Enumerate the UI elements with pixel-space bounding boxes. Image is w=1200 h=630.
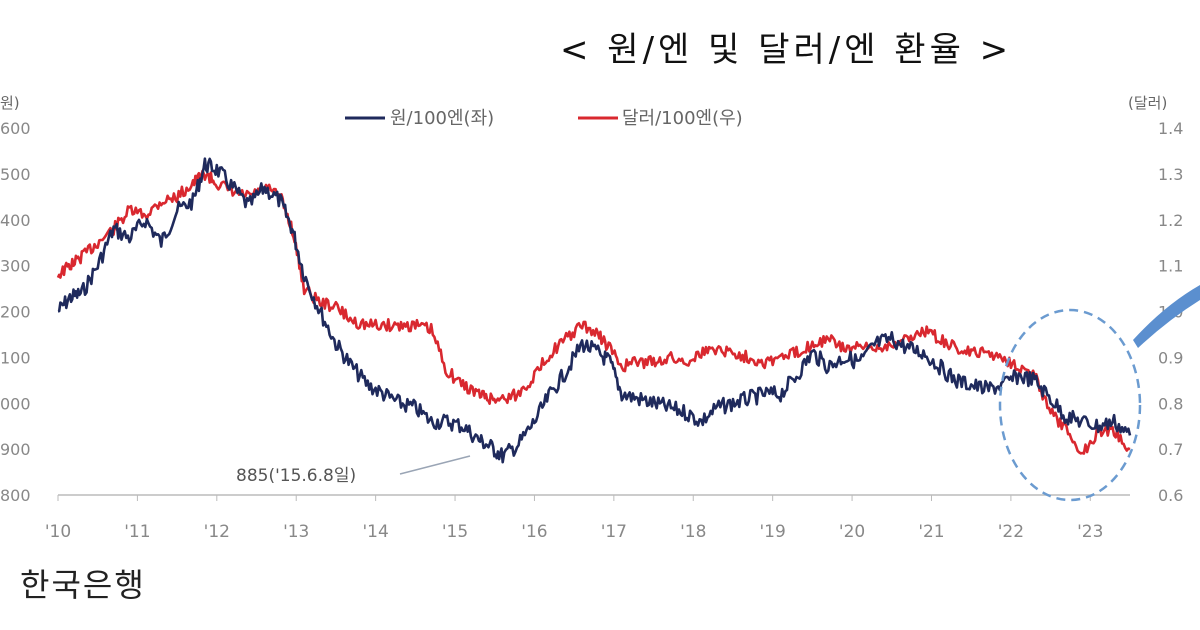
x-tick-label: '21 xyxy=(918,522,944,542)
x-tick-label: '19 xyxy=(760,522,786,542)
left-axis-unit: 원) xyxy=(0,94,20,112)
right-axis-unit: (달러) xyxy=(1128,94,1167,112)
left-tick-label: 500 xyxy=(0,165,31,184)
callout-arrow-shape xyxy=(1133,285,1200,348)
series-line-won-per-100yen xyxy=(57,157,1132,464)
source-label: 한국은행 xyxy=(20,566,146,604)
left-tick-label: 100 xyxy=(0,348,31,367)
left-tick-label: 900 xyxy=(0,440,31,459)
left-tick-label: 300 xyxy=(0,257,31,276)
recent-period-highlight xyxy=(998,308,1142,502)
x-tick-label: '16 xyxy=(521,522,547,542)
legend: 원/100엔(좌) 달러/100엔(우) xyxy=(345,108,743,129)
series-layer xyxy=(56,157,1132,464)
series-line-dollar-per-100yen xyxy=(56,169,1131,455)
right-tick-label: 1.3 xyxy=(1158,165,1183,184)
chart-title: < 원/엔 및 달러/엔 환율 > xyxy=(560,30,1013,70)
legend-label-won: 원/100엔(좌) xyxy=(390,108,494,129)
left-tick-label: 200 xyxy=(0,303,31,322)
axes: '10 '11 '12 '13 '14 '15 '16 '17 '18 '19 '20 '21 '22 '… xyxy=(0,119,1183,542)
right-tick-label: 0.6 xyxy=(1158,486,1183,505)
legend-label-dollar: 달러/100엔(우) xyxy=(622,108,743,129)
left-tick-label: 800 xyxy=(0,486,31,505)
right-tick-label: 1.2 xyxy=(1158,211,1183,230)
right-tick-label: 0.8 xyxy=(1158,394,1183,413)
annotation-text: 885('15.6.8일) xyxy=(236,466,356,486)
left-tick-label: 400 xyxy=(0,211,31,230)
x-tick-label: '10 xyxy=(45,522,71,542)
right-tick-label: 1.1 xyxy=(1158,257,1183,276)
right-tick-label: 0.9 xyxy=(1158,348,1183,367)
left-tick-label: 000 xyxy=(0,394,31,413)
x-tick-label: '20 xyxy=(839,522,865,542)
x-tick-label: '18 xyxy=(680,522,706,542)
annotation-leader xyxy=(399,455,471,475)
right-tick-label: 1.4 xyxy=(1158,119,1183,138)
x-tick-label: '12 xyxy=(204,522,230,542)
x-tick-label: '13 xyxy=(283,522,309,542)
x-tick-label: '22 xyxy=(998,522,1024,542)
x-tick-label: '17 xyxy=(601,522,627,542)
annotation-low: 885('15.6.8일) xyxy=(236,455,471,486)
x-tick-label: '23 xyxy=(1077,522,1103,542)
x-tick-label: '14 xyxy=(362,522,388,542)
left-tick-label: 600 xyxy=(0,119,31,138)
x-tick-label: '11 xyxy=(124,522,150,542)
right-tick-label: 0.7 xyxy=(1158,440,1183,459)
x-tick-label: '15 xyxy=(442,522,468,542)
